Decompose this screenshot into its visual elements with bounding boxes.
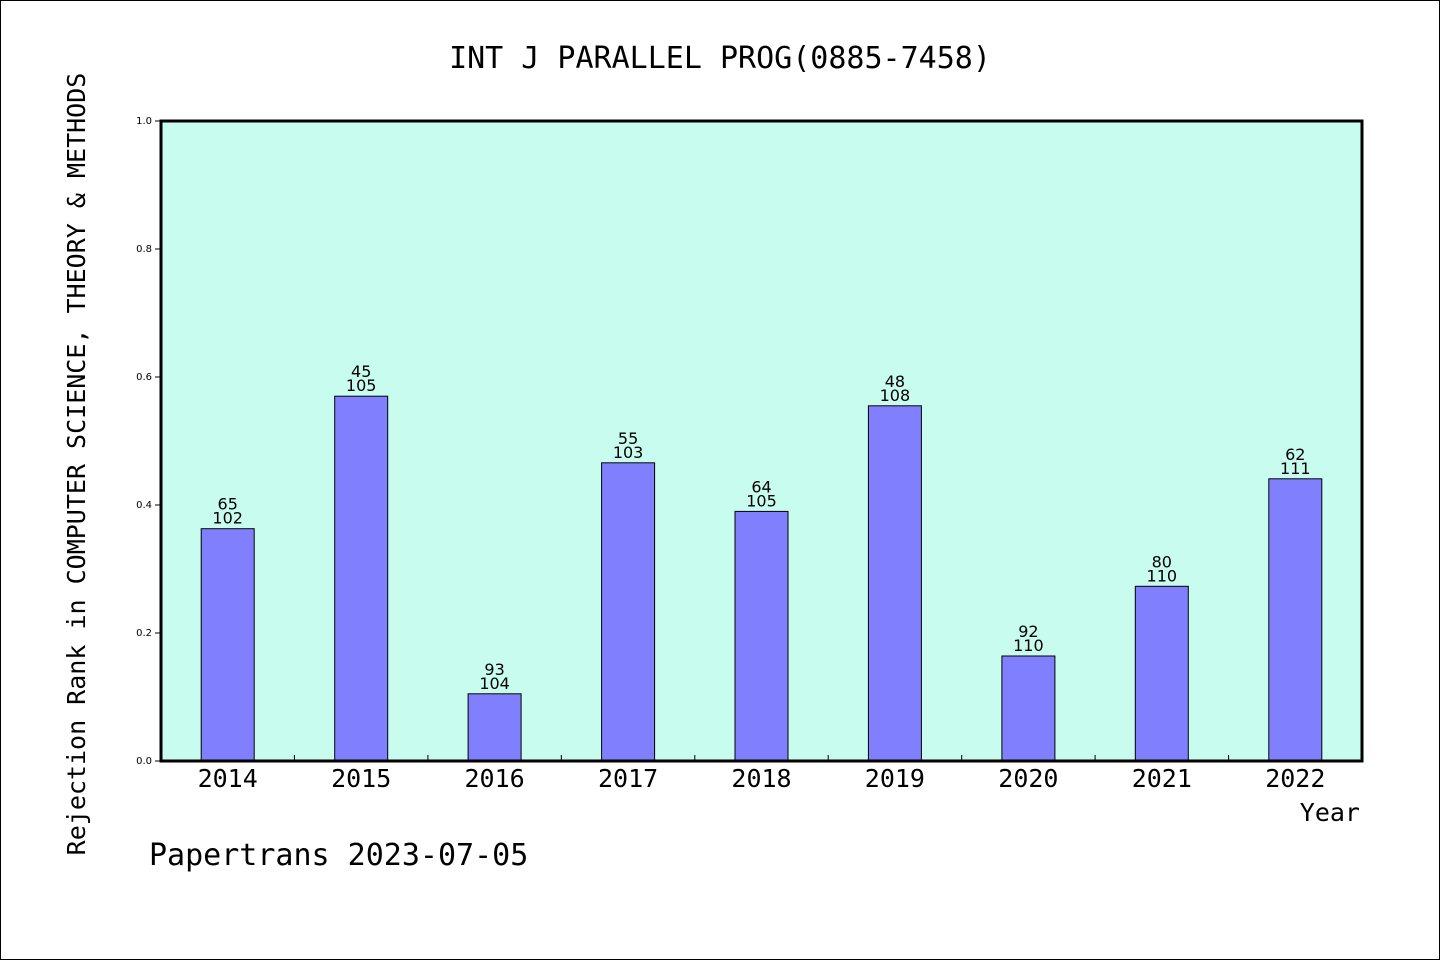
y-tick-label-0.0: 0.0 <box>136 756 152 767</box>
x-tick-label-2016: 2016 <box>464 764 524 793</box>
bar-rank-label-2017: 55 <box>618 429 638 448</box>
x-tick-label-2021: 2021 <box>1132 764 1192 793</box>
bar-2022 <box>1268 478 1323 762</box>
bar-2018 <box>734 510 789 762</box>
bars-group <box>200 395 1323 762</box>
bar-rank-label-2014: 65 <box>218 495 238 514</box>
bar-2020 <box>1001 655 1056 762</box>
y-tick-label-0.2: 0.2 <box>136 628 152 639</box>
y-tick-label-0.6: 0.6 <box>136 372 152 383</box>
x-tick-label-2022: 2022 <box>1265 764 1325 793</box>
bar-total-label-2016: 104 <box>479 674 510 693</box>
y-tick-label-1.0: 1.0 <box>136 116 152 127</box>
bar-2017 <box>601 462 656 762</box>
bar-total-label-2020: 110 <box>1013 636 1044 655</box>
bar-2016 <box>467 693 522 762</box>
bar-total-label-2014: 102 <box>212 509 243 528</box>
y-tick-label-0.8: 0.8 <box>136 244 152 255</box>
plot-border <box>159 119 1364 763</box>
bar-rank-label-2022: 62 <box>1285 445 1305 464</box>
bar-2019 <box>867 405 922 762</box>
chart-title: INT J PARALLEL PROG(0885-7458) <box>449 41 991 76</box>
x-tick-label-2015: 2015 <box>331 764 391 793</box>
bar-total-label-2018: 105 <box>746 491 777 510</box>
x-tick-label-2018: 2018 <box>731 764 791 793</box>
bar-rank-label-2020: 92 <box>1018 622 1038 641</box>
bar-rank-label-2016: 93 <box>484 660 504 679</box>
bar-total-label-2015: 105 <box>346 376 377 395</box>
bar-total-label-2022: 111 <box>1280 459 1311 478</box>
data-labels-group: 6510245105931045510364105481089211080110… <box>212 362 1310 693</box>
bar-2015 <box>334 395 389 762</box>
bar-rank-label-2018: 64 <box>751 477 771 496</box>
bar-total-label-2021: 110 <box>1147 566 1178 585</box>
x-tick-label-2014: 2014 <box>198 764 258 793</box>
y-tick-label-0.4: 0.4 <box>136 500 152 511</box>
bar-2014 <box>200 528 255 762</box>
x-tick-label-2019: 2019 <box>865 764 925 793</box>
x-tick-label-2020: 2020 <box>998 764 1058 793</box>
y-axis-label: Rejection Rank in COMPUTER SCIENCE, THEO… <box>62 73 91 856</box>
bar-rank-label-2015: 45 <box>351 362 371 381</box>
bar-rank-label-2021: 80 <box>1152 552 1172 571</box>
bar-total-label-2019: 108 <box>880 386 911 405</box>
x-axis-label: Year <box>1300 798 1360 827</box>
footer-credit: Papertrans 2023-07-05 <box>149 838 528 873</box>
bar-total-label-2017: 103 <box>613 443 644 462</box>
x-tick-label-2017: 2017 <box>598 764 658 793</box>
x-axis: 2014 2015 2016 2017 2018 2019 2020 2021 2022 <box>198 755 1325 793</box>
bar-rank-label-2019: 48 <box>885 372 905 391</box>
bar-2021 <box>1134 585 1189 762</box>
y-axis: 0.0 0.2 0.4 0.6 0.8 1.0 <box>136 116 161 767</box>
